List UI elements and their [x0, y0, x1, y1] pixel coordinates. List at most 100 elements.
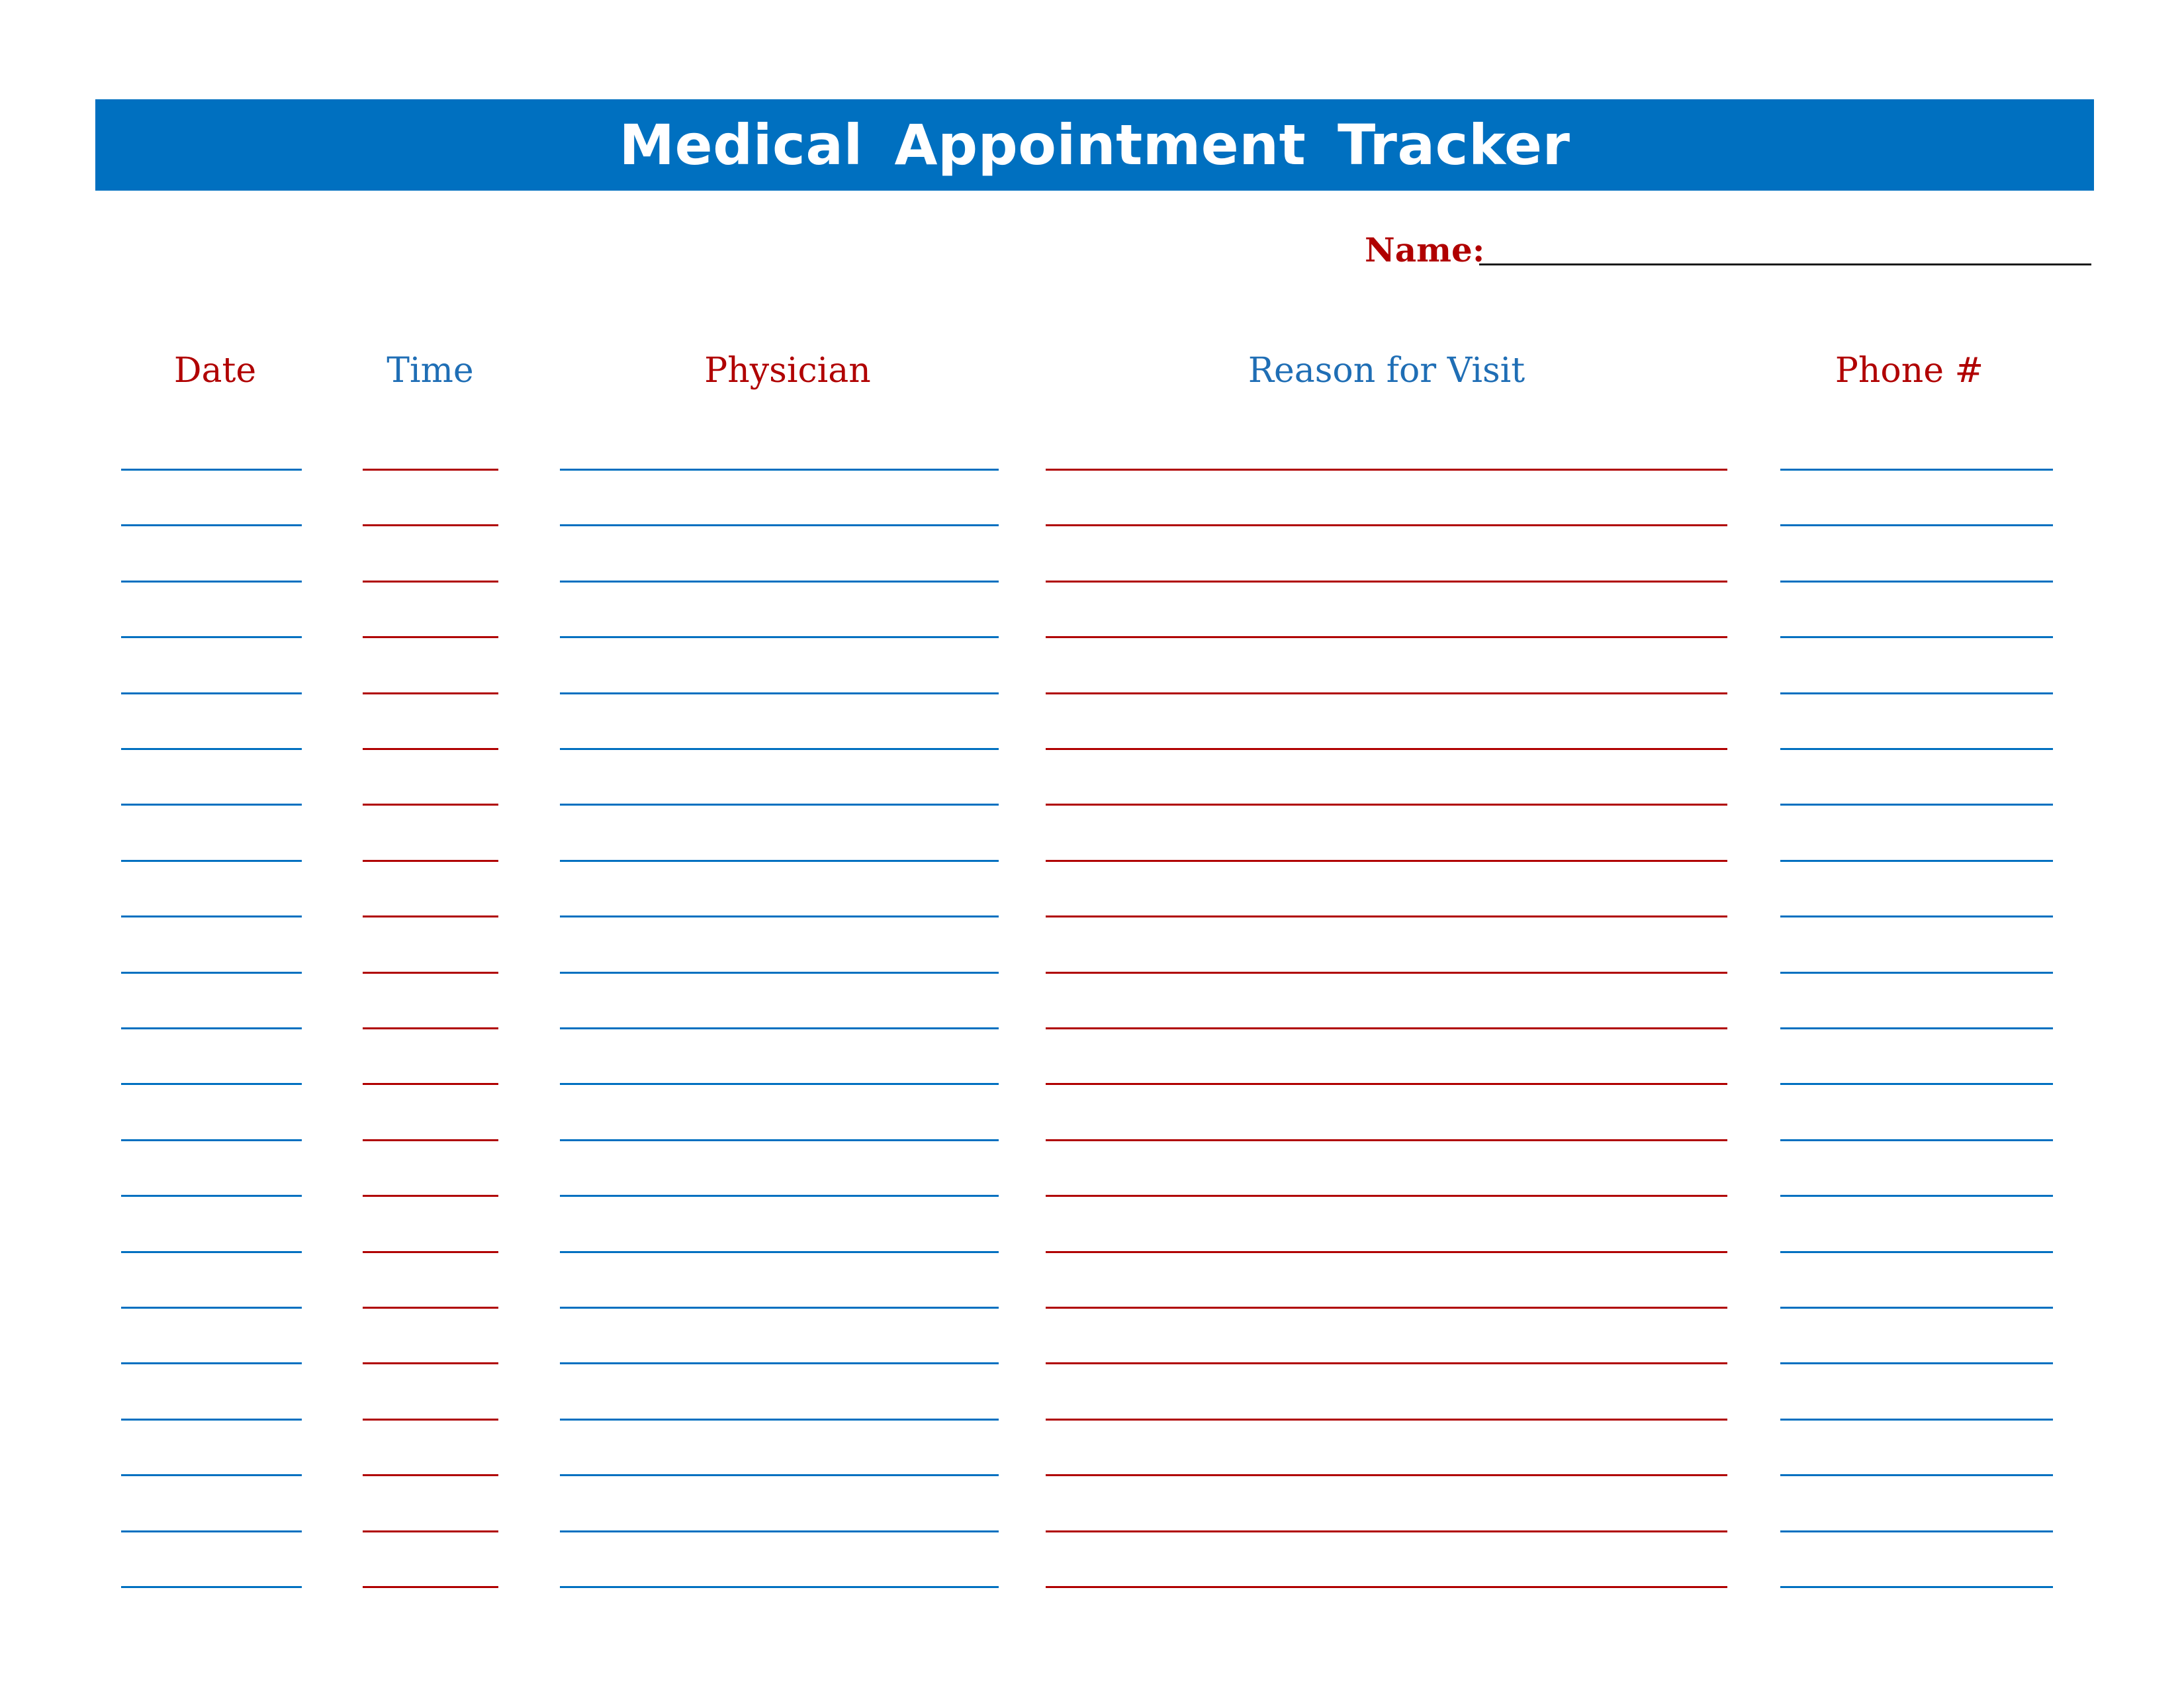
reason-entry-line[interactable]: [1046, 1307, 1727, 1309]
time-entry-line[interactable]: [363, 636, 498, 638]
date-entry-line[interactable]: [121, 748, 302, 750]
time-entry-line[interactable]: [363, 469, 498, 471]
date-entry-line[interactable]: [121, 1139, 302, 1141]
phone-entry-line[interactable]: [1780, 1027, 2053, 1029]
reason-entry-line[interactable]: [1046, 972, 1727, 974]
date-entry-line[interactable]: [121, 692, 302, 694]
time-entry-line[interactable]: [363, 1530, 498, 1532]
date-entry-line[interactable]: [121, 1027, 302, 1029]
physician-entry-line[interactable]: [560, 1586, 999, 1588]
date-entry-line[interactable]: [121, 1307, 302, 1309]
physician-entry-line[interactable]: [560, 469, 999, 471]
phone-entry-line[interactable]: [1780, 581, 2053, 583]
date-entry-line[interactable]: [121, 1083, 302, 1085]
physician-entry-line[interactable]: [560, 1474, 999, 1476]
phone-entry-line[interactable]: [1780, 1139, 2053, 1141]
time-entry-line[interactable]: [363, 1027, 498, 1029]
time-entry-line[interactable]: [363, 581, 498, 583]
reason-entry-line[interactable]: [1046, 1530, 1727, 1532]
date-entry-line[interactable]: [121, 1474, 302, 1476]
reason-entry-line[interactable]: [1046, 915, 1727, 917]
date-entry-line[interactable]: [121, 581, 302, 583]
date-entry-line[interactable]: [121, 1251, 302, 1253]
physician-entry-line[interactable]: [560, 1083, 999, 1085]
phone-entry-line[interactable]: [1780, 915, 2053, 917]
date-entry-line[interactable]: [121, 804, 302, 806]
reason-entry-line[interactable]: [1046, 1083, 1727, 1085]
reason-entry-line[interactable]: [1046, 1195, 1727, 1197]
date-entry-line[interactable]: [121, 915, 302, 917]
time-entry-line[interactable]: [363, 1195, 498, 1197]
time-entry-line[interactable]: [363, 1251, 498, 1253]
physician-entry-line[interactable]: [560, 692, 999, 694]
physician-entry-line[interactable]: [560, 1139, 999, 1141]
physician-entry-line[interactable]: [560, 804, 999, 806]
physician-entry-line[interactable]: [560, 1530, 999, 1532]
phone-entry-line[interactable]: [1780, 1586, 2053, 1588]
date-entry-line[interactable]: [121, 1362, 302, 1364]
physician-entry-line[interactable]: [560, 1362, 999, 1364]
physician-entry-line[interactable]: [560, 915, 999, 917]
time-entry-line[interactable]: [363, 1586, 498, 1588]
physician-entry-line[interactable]: [560, 748, 999, 750]
time-entry-line[interactable]: [363, 1307, 498, 1309]
reason-entry-line[interactable]: [1046, 1474, 1727, 1476]
date-entry-line[interactable]: [121, 469, 302, 471]
phone-entry-line[interactable]: [1780, 1474, 2053, 1476]
reason-entry-line[interactable]: [1046, 1251, 1727, 1253]
time-entry-line[interactable]: [363, 1362, 498, 1364]
phone-entry-line[interactable]: [1780, 1307, 2053, 1309]
date-entry-line[interactable]: [121, 1419, 302, 1421]
name-field[interactable]: [1479, 263, 2091, 265]
physician-entry-line[interactable]: [560, 1027, 999, 1029]
phone-entry-line[interactable]: [1780, 1530, 2053, 1532]
phone-entry-line[interactable]: [1780, 1083, 2053, 1085]
physician-entry-line[interactable]: [560, 1419, 999, 1421]
reason-entry-line[interactable]: [1046, 1419, 1727, 1421]
time-entry-line[interactable]: [363, 972, 498, 974]
phone-entry-line[interactable]: [1780, 748, 2053, 750]
reason-entry-line[interactable]: [1046, 804, 1727, 806]
physician-entry-line[interactable]: [560, 524, 999, 526]
time-entry-line[interactable]: [363, 692, 498, 694]
phone-entry-line[interactable]: [1780, 860, 2053, 862]
reason-entry-line[interactable]: [1046, 692, 1727, 694]
reason-entry-line[interactable]: [1046, 581, 1727, 583]
reason-entry-line[interactable]: [1046, 1027, 1727, 1029]
reason-entry-line[interactable]: [1046, 524, 1727, 526]
date-entry-line[interactable]: [121, 524, 302, 526]
time-entry-line[interactable]: [363, 915, 498, 917]
phone-entry-line[interactable]: [1780, 1419, 2053, 1421]
reason-entry-line[interactable]: [1046, 860, 1727, 862]
date-entry-line[interactable]: [121, 636, 302, 638]
physician-entry-line[interactable]: [560, 581, 999, 583]
physician-entry-line[interactable]: [560, 1195, 999, 1197]
reason-entry-line[interactable]: [1046, 636, 1727, 638]
phone-entry-line[interactable]: [1780, 972, 2053, 974]
time-entry-line[interactable]: [363, 860, 498, 862]
phone-entry-line[interactable]: [1780, 1362, 2053, 1364]
date-entry-line[interactable]: [121, 972, 302, 974]
reason-entry-line[interactable]: [1046, 469, 1727, 471]
reason-entry-line[interactable]: [1046, 1586, 1727, 1588]
time-entry-line[interactable]: [363, 1419, 498, 1421]
phone-entry-line[interactable]: [1780, 469, 2053, 471]
date-entry-line[interactable]: [121, 1530, 302, 1532]
physician-entry-line[interactable]: [560, 1251, 999, 1253]
phone-entry-line[interactable]: [1780, 524, 2053, 526]
time-entry-line[interactable]: [363, 524, 498, 526]
reason-entry-line[interactable]: [1046, 1362, 1727, 1364]
physician-entry-line[interactable]: [560, 636, 999, 638]
physician-entry-line[interactable]: [560, 1307, 999, 1309]
phone-entry-line[interactable]: [1780, 1251, 2053, 1253]
physician-entry-line[interactable]: [560, 860, 999, 862]
physician-entry-line[interactable]: [560, 972, 999, 974]
reason-entry-line[interactable]: [1046, 1139, 1727, 1141]
date-entry-line[interactable]: [121, 860, 302, 862]
reason-entry-line[interactable]: [1046, 748, 1727, 750]
time-entry-line[interactable]: [363, 1139, 498, 1141]
time-entry-line[interactable]: [363, 1083, 498, 1085]
phone-entry-line[interactable]: [1780, 692, 2053, 694]
phone-entry-line[interactable]: [1780, 1195, 2053, 1197]
phone-entry-line[interactable]: [1780, 804, 2053, 806]
